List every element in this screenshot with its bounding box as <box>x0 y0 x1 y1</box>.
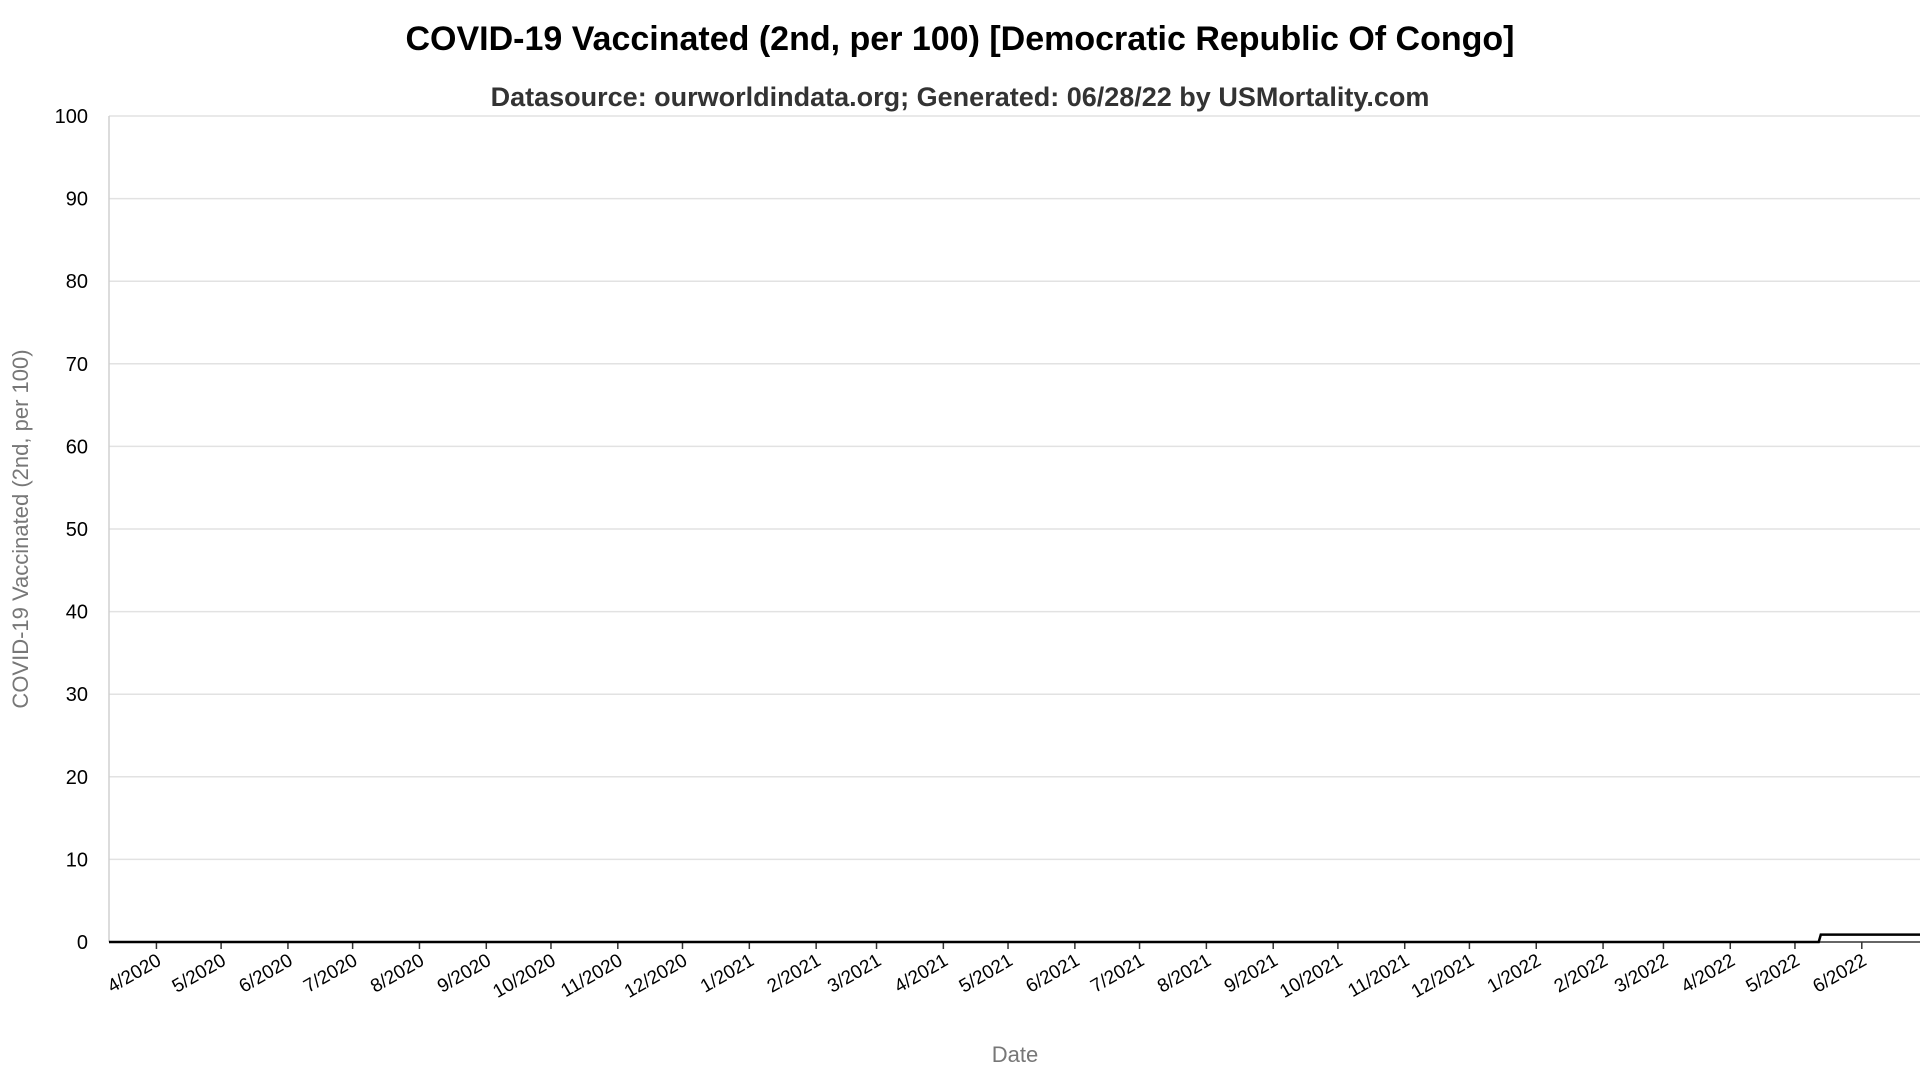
x-tick-label: 3/2022 <box>1611 950 1672 997</box>
x-tick-label: 4/2020 <box>104 950 165 997</box>
y-tick-label: 0 <box>77 932 88 954</box>
x-tick-label: 11/2021 <box>1344 950 1413 1002</box>
x-tick-label: 7/2021 <box>1087 950 1148 997</box>
y-tick-label: 60 <box>66 436 88 458</box>
x-tick-label: 6/2021 <box>1023 950 1084 997</box>
y-tick-label: 70 <box>66 354 88 376</box>
x-tick-label: 6/2020 <box>236 950 297 997</box>
y-tick-label: 30 <box>66 684 88 706</box>
y-tick-label: 10 <box>66 849 88 871</box>
x-tick-label: 11/2020 <box>558 950 627 1002</box>
y-tick-label: 100 <box>55 106 88 128</box>
x-tick-label: 6/2022 <box>1809 950 1870 997</box>
y-tick-label: 80 <box>66 271 88 293</box>
x-tick-label: 5/2022 <box>1743 950 1804 997</box>
y-tick-label: 90 <box>66 189 88 211</box>
x-tick-label: 3/2021 <box>824 950 885 997</box>
chart-title: COVID-19 Vaccinated (2nd, per 100) [Demo… <box>405 20 1514 58</box>
x-axis-title: Date <box>992 1042 1038 1067</box>
x-tick-label: 12/2021 <box>1408 950 1478 1003</box>
x-axis-ticks: 4/2020 5/2020 6/2020 7/2020 8/2020 9/202010/2… <box>104 942 1870 1003</box>
x-tick-label: 12/2020 <box>621 950 691 1003</box>
x-tick-label: 7/2020 <box>300 950 361 997</box>
x-tick-label: 9/2021 <box>1221 950 1282 997</box>
y-tick-label: 50 <box>66 519 88 541</box>
x-tick-label: 10/2020 <box>489 950 559 1003</box>
y-axis-title: COVID-19 Vaccinated (2nd, per 100) <box>8 349 33 708</box>
x-tick-label: 2/2021 <box>764 950 825 997</box>
chart-subtitle: Datasource: ourworldindata.org; Generate… <box>491 82 1430 112</box>
y-tick-label: 20 <box>66 767 88 789</box>
y-axis-ticks: 0 10 20 30 40 50 60 70 80 90 100 <box>55 106 88 954</box>
series-line-0 <box>109 933 1920 944</box>
x-tick-label: 8/2020 <box>367 950 428 997</box>
x-tick-label: 5/2020 <box>169 950 230 997</box>
gridlines <box>109 115 1920 861</box>
y-tick-label: 40 <box>66 602 88 624</box>
x-tick-label: 1/2022 <box>1484 950 1545 997</box>
series-layer <box>109 933 1920 944</box>
x-tick-label: 4/2022 <box>1678 950 1739 997</box>
x-tick-label: 8/2021 <box>1154 950 1215 997</box>
x-tick-label: 1/2021 <box>697 950 758 997</box>
x-tick-label: 9/2020 <box>434 950 495 997</box>
x-tick-label: 2/2022 <box>1551 950 1612 997</box>
x-tick-label: 5/2021 <box>956 950 1017 997</box>
x-tick-label: 10/2021 <box>1276 950 1346 1003</box>
x-tick-label: 4/2021 <box>891 950 952 997</box>
